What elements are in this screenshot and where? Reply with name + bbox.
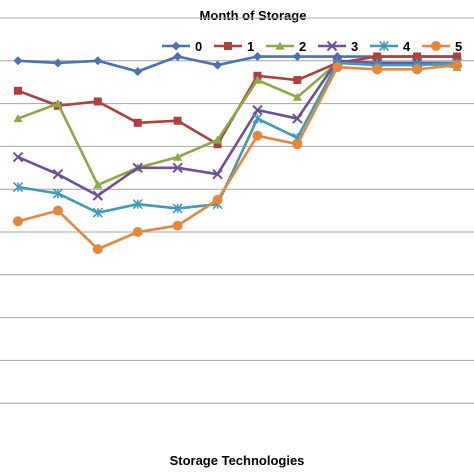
- data-point: [292, 52, 302, 62]
- data-point: [171, 41, 181, 51]
- data-point: [14, 86, 22, 95]
- data-point: [172, 203, 183, 214]
- data-point: [224, 42, 232, 50]
- data-point: [252, 130, 263, 141]
- data-point: [52, 169, 64, 180]
- data-point: [133, 118, 142, 127]
- data-point: [172, 220, 183, 231]
- data-point: [378, 40, 390, 52]
- data-point: [252, 104, 263, 116]
- data-point: [173, 116, 182, 125]
- legend-entry-1: 1: [214, 39, 254, 54]
- data-point: [293, 76, 302, 85]
- data-point: [372, 64, 383, 75]
- legend-entry-4: 4: [370, 39, 411, 54]
- data-point: [173, 152, 183, 161]
- data-point: [213, 135, 223, 144]
- series-line: [17, 63, 458, 251]
- gridlines: [0, 17, 474, 404]
- data-point: [12, 151, 24, 163]
- series-3: [12, 55, 463, 201]
- legend-entry-3: 3: [318, 39, 358, 54]
- data-point: [93, 56, 103, 66]
- data-point: [92, 207, 103, 218]
- legend-entry-2: 2: [266, 39, 306, 54]
- series-1: [14, 52, 461, 149]
- legend-label: 2: [299, 39, 306, 54]
- data-point: [275, 41, 285, 50]
- legend-entry-5: 5: [422, 39, 462, 54]
- data-point: [292, 92, 302, 101]
- data-point: [133, 67, 143, 76]
- data-point: [92, 190, 104, 201]
- data-point: [212, 194, 223, 205]
- data-point: [53, 58, 63, 68]
- chart-title: Month of Storage: [200, 8, 307, 23]
- data-point: [132, 199, 143, 210]
- data-point: [93, 180, 103, 189]
- legend-label: 5: [455, 39, 462, 54]
- data-point: [132, 227, 143, 237]
- x-axis-label: Storage Technologies: [170, 453, 305, 468]
- data-point: [252, 75, 262, 84]
- series-5: [13, 60, 462, 255]
- data-point: [292, 113, 303, 124]
- data-point: [12, 181, 24, 193]
- data-point: [252, 52, 262, 62]
- data-point: [52, 188, 63, 199]
- legend-label: 0: [195, 39, 202, 54]
- legend-label: 4: [403, 39, 411, 54]
- plot-area: [12, 52, 463, 255]
- data-point: [292, 139, 303, 150]
- data-point: [132, 162, 143, 174]
- data-point: [173, 52, 183, 62]
- data-point: [431, 41, 441, 51]
- data-point: [213, 60, 223, 70]
- series-4: [12, 57, 463, 218]
- data-point: [413, 52, 422, 61]
- data-point: [13, 56, 23, 66]
- legend-label: 3: [351, 39, 358, 54]
- series-line: [17, 61, 458, 215]
- data-point: [172, 162, 183, 174]
- data-point: [52, 205, 63, 216]
- data-point: [326, 40, 338, 52]
- data-point: [453, 52, 461, 61]
- data-point: [332, 62, 343, 73]
- data-point: [373, 52, 382, 61]
- data-point: [213, 140, 222, 149]
- data-point: [252, 113, 263, 124]
- data-point: [13, 114, 23, 123]
- data-point: [212, 169, 223, 180]
- data-point: [412, 64, 423, 75]
- series-line: [17, 59, 457, 197]
- data-point: [53, 99, 63, 108]
- data-point: [452, 60, 462, 71]
- data-point: [92, 244, 103, 255]
- legend-label: 1: [247, 39, 254, 54]
- data-point: [93, 97, 102, 106]
- data-point: [13, 216, 23, 227]
- legend: 0 1 2 3 4 5: [162, 39, 462, 54]
- legend-entry-0: 0: [162, 39, 202, 54]
